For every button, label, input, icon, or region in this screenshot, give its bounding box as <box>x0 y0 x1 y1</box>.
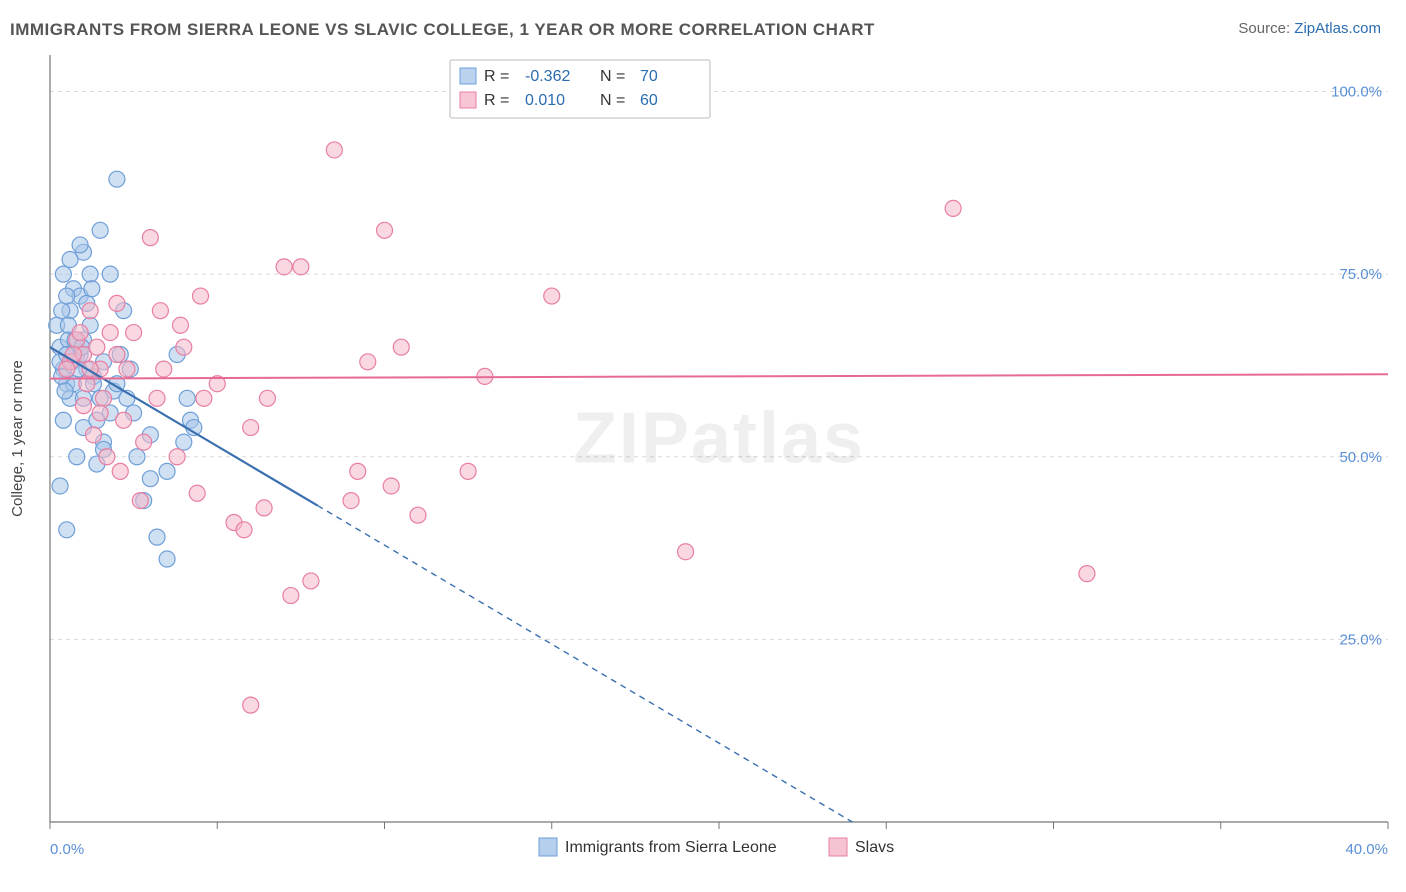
scatter-point-slavs <box>544 288 560 304</box>
scatter-point-slavs <box>116 412 132 428</box>
scatter-point-slavs <box>410 507 426 523</box>
scatter-point-slavs <box>126 325 142 341</box>
legend-N-label: N = <box>600 92 625 109</box>
scatter-point-slavs <box>169 449 185 465</box>
scatter-point-slavs <box>142 230 158 246</box>
y-tick-label: 100.0% <box>1331 84 1382 101</box>
correlation-chart: 25.0% 50.0% 75.0% 100.0% 0.0% 40.0% College, 1… <box>0 0 1406 892</box>
scatter-point-sierra_leone <box>142 471 158 487</box>
legend-bottom-swatch-slavs <box>829 838 847 856</box>
scatter-point-slavs <box>243 697 259 713</box>
scatter-point-slavs <box>383 478 399 494</box>
legend-N-value-slavs: 60 <box>640 92 658 109</box>
legend-R-value-slavs: 0.010 <box>525 92 565 109</box>
scatter-point-sierra_leone <box>82 266 98 282</box>
y-tick-label: 25.0% <box>1339 631 1382 648</box>
scatter-point-sierra_leone <box>102 266 118 282</box>
y-axis-label: College, 1 year or more <box>9 360 26 517</box>
scatter-point-slavs <box>109 295 125 311</box>
scatter-point-sierra_leone <box>62 252 78 268</box>
x-tick-label: 40.0% <box>1345 841 1388 858</box>
y-tick-label: 50.0% <box>1339 449 1382 466</box>
scatter-point-sierra_leone <box>129 449 145 465</box>
scatter-point-slavs <box>276 259 292 275</box>
scatter-point-slavs <box>350 463 366 479</box>
legend-N-label: N = <box>600 68 625 85</box>
scatter-point-sierra_leone <box>84 281 100 297</box>
regression-extension-sierra_leone <box>318 506 853 822</box>
scatter-point-slavs <box>236 522 252 538</box>
scatter-point-sierra_leone <box>59 522 75 538</box>
scatter-point-slavs <box>360 354 376 370</box>
scatter-point-slavs <box>136 434 152 450</box>
legend-swatch-sierra_leone <box>460 68 476 84</box>
scatter-point-slavs <box>1079 566 1095 582</box>
scatter-point-sierra_leone <box>55 266 71 282</box>
scatter-point-slavs <box>176 339 192 355</box>
scatter-point-slavs <box>156 361 172 377</box>
scatter-point-sierra_leone <box>92 222 108 238</box>
watermark: ZIPatlas <box>573 399 865 479</box>
scatter-point-sierra_leone <box>109 171 125 187</box>
scatter-point-sierra_leone <box>159 463 175 479</box>
scatter-point-slavs <box>72 325 88 341</box>
scatter-point-sierra_leone <box>179 390 195 406</box>
legend-R-value-sierra_leone: -0.362 <box>525 68 570 85</box>
scatter-point-slavs <box>460 463 476 479</box>
x-tick-label: 0.0% <box>50 841 84 858</box>
scatter-point-slavs <box>189 485 205 501</box>
scatter-point-slavs <box>172 317 188 333</box>
scatter-point-slavs <box>196 390 212 406</box>
scatter-point-sierra_leone <box>54 303 70 319</box>
scatter-point-slavs <box>75 398 91 414</box>
scatter-point-slavs <box>102 325 118 341</box>
scatter-point-slavs <box>152 303 168 319</box>
legend-R-label: R = <box>484 92 509 109</box>
scatter-point-slavs <box>96 390 112 406</box>
scatter-point-sierra_leone <box>59 288 75 304</box>
scatter-point-slavs <box>259 390 275 406</box>
scatter-point-slavs <box>393 339 409 355</box>
scatter-point-slavs <box>303 573 319 589</box>
scatter-point-slavs <box>109 346 125 362</box>
regression-line-slavs <box>50 374 1388 378</box>
scatter-point-sierra_leone <box>57 383 73 399</box>
scatter-point-slavs <box>92 405 108 421</box>
legend-N-value-sierra_leone: 70 <box>640 68 658 85</box>
scatter-point-slavs <box>59 361 75 377</box>
scatter-point-sierra_leone <box>159 551 175 567</box>
scatter-point-sierra_leone <box>52 478 68 494</box>
scatter-point-slavs <box>132 493 148 509</box>
scatter-point-slavs <box>377 222 393 238</box>
scatter-point-slavs <box>243 420 259 436</box>
scatter-point-slavs <box>945 200 961 216</box>
scatter-point-slavs <box>678 544 694 560</box>
scatter-point-slavs <box>82 303 98 319</box>
scatter-point-sierra_leone <box>55 412 71 428</box>
scatter-point-slavs <box>283 588 299 604</box>
scatter-point-slavs <box>89 339 105 355</box>
legend-bottom-label-slavs: Slavs <box>855 839 894 856</box>
scatter-point-slavs <box>99 449 115 465</box>
scatter-point-slavs <box>85 427 101 443</box>
scatter-point-slavs <box>326 142 342 158</box>
legend-bottom-label-sierra_leone: Immigrants from Sierra Leone <box>565 839 777 856</box>
scatter-point-slavs <box>293 259 309 275</box>
scatter-point-slavs <box>112 463 128 479</box>
legend-R-label: R = <box>484 68 509 85</box>
legend-swatch-slavs <box>460 92 476 108</box>
scatter-point-sierra_leone <box>176 434 192 450</box>
y-tick-label: 75.0% <box>1339 266 1382 283</box>
scatter-point-sierra_leone <box>72 237 88 253</box>
scatter-point-slavs <box>343 493 359 509</box>
scatter-point-slavs <box>119 361 135 377</box>
legend-bottom-swatch-sierra_leone <box>539 838 557 856</box>
scatter-point-sierra_leone <box>149 529 165 545</box>
scatter-point-slavs <box>149 390 165 406</box>
scatter-point-slavs <box>256 500 272 516</box>
scatter-point-slavs <box>193 288 209 304</box>
scatter-point-sierra_leone <box>69 449 85 465</box>
